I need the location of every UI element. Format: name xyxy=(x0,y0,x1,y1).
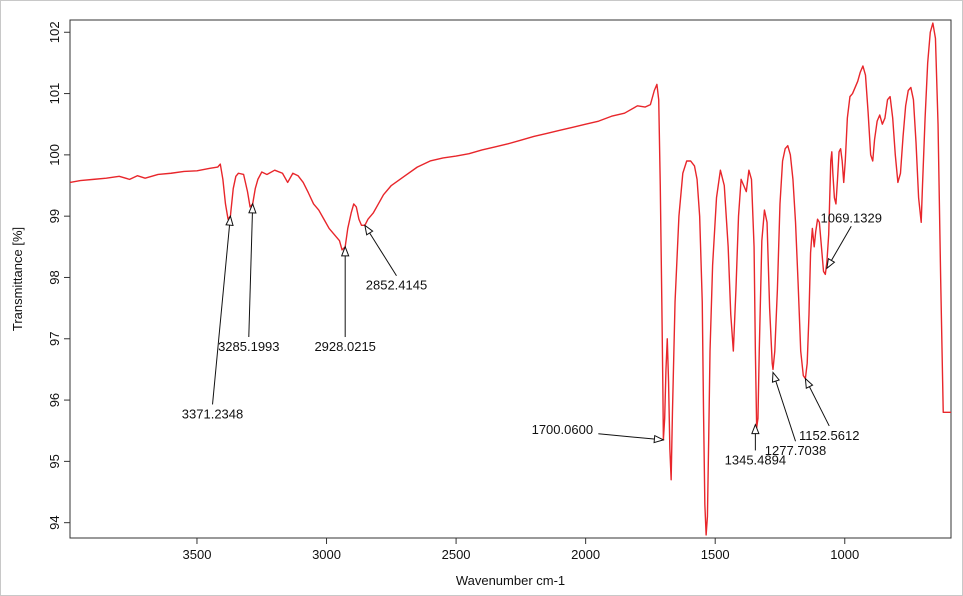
annotation-arrowhead xyxy=(804,377,814,390)
annotation-label: 1069.1329 xyxy=(821,210,882,225)
annotation-label: 3285.1993 xyxy=(218,339,279,354)
plot-area-frame xyxy=(69,19,952,539)
peak-annotation: 2852.4145 xyxy=(364,224,427,293)
y-axis-title: Transmittance [%] xyxy=(10,227,25,331)
x-axis-title: Wavenumber cm-1 xyxy=(456,573,565,588)
peak-annotation: 1345.4894 xyxy=(725,423,786,467)
annotation-label: 2928.0215 xyxy=(314,339,375,354)
annotation-arrowhead xyxy=(771,371,780,383)
x-tick-label: 1500 xyxy=(701,547,730,562)
y-tick-label: 102 xyxy=(47,21,62,43)
annotation-arrowhead xyxy=(751,423,760,435)
annotation-leader xyxy=(772,372,797,442)
spectrum-line-0 xyxy=(70,22,951,536)
x-axis-ticks: 3500 3000 2500 2000 1500 1000 xyxy=(183,538,859,562)
annotation-arrowhead xyxy=(248,202,257,214)
y-tick-label: 101 xyxy=(47,83,62,105)
peak-annotation: 1700.0600 xyxy=(532,422,665,444)
annotation-label: 1152.5612 xyxy=(799,428,860,443)
peak-annotations: 3371.2348 3285.1993 2928.0215 2852.4145 1700… xyxy=(182,202,882,467)
annotation-label: 1700.0600 xyxy=(532,422,593,437)
annotation-arrowhead xyxy=(225,214,234,227)
annotation-label: 2852.4145 xyxy=(366,278,427,293)
annotation-arrowhead xyxy=(364,224,374,236)
y-tick-label: 98 xyxy=(47,270,62,284)
annotation-arrowhead xyxy=(340,245,350,257)
peak-annotation: 2928.0215 xyxy=(314,245,376,354)
annotation-label: 1345.4894 xyxy=(725,452,786,467)
annotation-leader xyxy=(248,203,254,338)
x-tick-label: 3000 xyxy=(312,547,341,562)
annotation-arrowhead xyxy=(826,257,836,270)
peak-annotation: 1069.1329 xyxy=(821,210,882,270)
annotation-leader xyxy=(212,216,231,405)
peak-annotation: 1277.7038 xyxy=(765,371,826,458)
peak-annotation: 3371.2348 xyxy=(182,214,243,421)
peak-annotation: 3285.1993 xyxy=(218,202,280,354)
y-tick-label: 97 xyxy=(47,332,62,346)
y-tick-label: 100 xyxy=(47,144,62,166)
annotation-label: 1277.7038 xyxy=(765,443,826,458)
y-tick-label: 99 xyxy=(47,209,62,223)
y-tick-label: 95 xyxy=(47,454,62,468)
annotation-label: 3371.2348 xyxy=(182,406,243,421)
series-layer xyxy=(70,22,951,536)
y-tick-label: 94 xyxy=(47,515,62,529)
annotation-arrowhead xyxy=(653,434,665,444)
annotation-leader xyxy=(364,225,397,276)
x-tick-label: 1000 xyxy=(830,547,859,562)
peak-annotation: 1152.5612 xyxy=(799,377,860,443)
x-tick-label: 2500 xyxy=(442,547,471,562)
annotation-leader xyxy=(598,433,664,441)
y-tick-label: 96 xyxy=(47,393,62,407)
x-tick-label: 3500 xyxy=(183,547,212,562)
y-axis-ticks: 94 95 96 97 98 99 100 101 102 xyxy=(47,21,70,530)
x-tick-label: 2000 xyxy=(571,547,600,562)
